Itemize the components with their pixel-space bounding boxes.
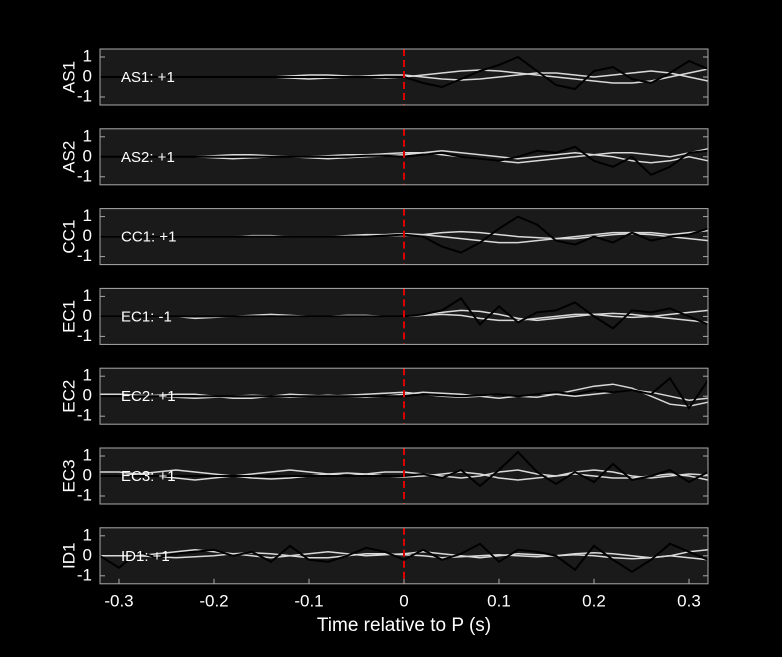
y-tick-label: 1 <box>83 445 92 464</box>
annotation: AS2: +1 <box>121 149 175 166</box>
y-tick-label: 0 <box>83 66 92 85</box>
panel-border <box>99 367 709 425</box>
x-tick-label: 0.3 <box>677 591 701 610</box>
y-tick-label: 1 <box>83 126 92 145</box>
panel-border <box>99 208 709 266</box>
y-tick-label: -1 <box>77 166 92 185</box>
y-tick-label: 0 <box>83 386 92 405</box>
y-tick-label: 0 <box>83 146 92 165</box>
x-tick-label: 0.1 <box>487 591 511 610</box>
annotation: CC1: +1 <box>121 229 176 246</box>
y-axis-label: EC2 <box>59 380 78 413</box>
panel-border <box>99 287 709 345</box>
y-tick-label: -1 <box>77 246 92 265</box>
annotation: EC3: +1 <box>121 468 176 485</box>
y-tick-label: 1 <box>83 525 92 544</box>
panel-border <box>99 48 709 106</box>
x-tick-label: -0.3 <box>104 591 133 610</box>
y-tick-label: -1 <box>77 406 92 425</box>
y-tick-label: 1 <box>83 286 92 305</box>
y-tick-label: 1 <box>83 206 92 225</box>
y-tick-label: -1 <box>77 565 92 584</box>
y-tick-label: -1 <box>77 485 92 504</box>
x-tick-label: 0 <box>399 591 408 610</box>
y-tick-label: 0 <box>83 545 92 564</box>
y-tick-label: 0 <box>83 465 92 484</box>
trace <box>99 542 709 573</box>
y-tick-label: 1 <box>83 366 92 385</box>
y-tick-label: -1 <box>77 86 92 105</box>
annotation: EC1: -1 <box>121 308 172 325</box>
annotation: ID1: +1 <box>121 548 170 565</box>
panel-border <box>99 447 709 505</box>
y-axis-label: AS1 <box>59 61 78 93</box>
panel-border <box>99 128 709 186</box>
y-tick-label: 0 <box>83 306 92 325</box>
y-axis-label: ID1 <box>59 543 78 569</box>
x-tick-label: 0.2 <box>582 591 606 610</box>
y-axis-label: EC1 <box>59 300 78 333</box>
x-tick-label: -0.1 <box>294 591 323 610</box>
y-axis-label: EC3 <box>59 459 78 492</box>
x-tick-label: -0.2 <box>199 591 228 610</box>
annotation: AS1: +1 <box>121 69 175 86</box>
y-axis-label: AS2 <box>59 141 78 173</box>
x-axis-label: Time relative to P (s) <box>317 615 491 636</box>
y-tick-label: -1 <box>77 326 92 345</box>
annotation: EC2: +1 <box>121 388 176 405</box>
y-tick-label: 0 <box>83 226 92 245</box>
y-tick-label: 1 <box>83 46 92 65</box>
y-axis-label: CC1 <box>59 220 78 254</box>
